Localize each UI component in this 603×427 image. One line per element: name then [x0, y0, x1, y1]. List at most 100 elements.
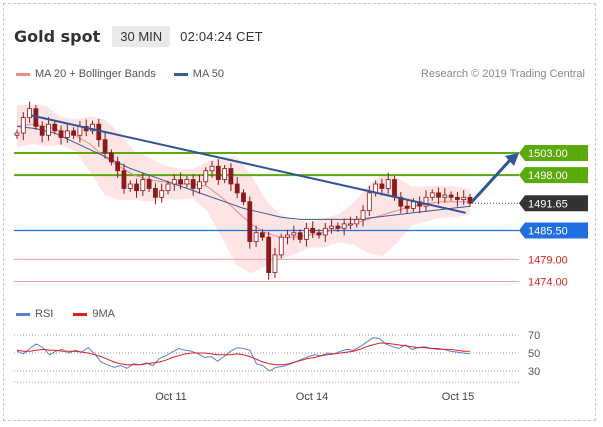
candle-body: [96, 123, 102, 141]
candle-body: [455, 196, 460, 200]
x-tick-label: Oct 11: [155, 391, 187, 403]
candle-body: [46, 123, 51, 136]
candle-body: [90, 123, 95, 132]
candle-body: [184, 179, 190, 185]
candle-body: [121, 170, 127, 189]
label-s1-tag: [519, 222, 588, 239]
candle-body: [71, 130, 77, 136]
candle-body: [20, 117, 26, 134]
candle-body: [77, 126, 83, 136]
rsi-tick-label: 50: [528, 348, 540, 360]
label-s1: 1485.50: [519, 222, 588, 239]
candle-body: [272, 254, 278, 274]
legend-label-ma50: MA 50: [192, 68, 224, 80]
candle-body: [322, 227, 328, 236]
candle-body: [165, 183, 171, 192]
rsi-swatch: [16, 312, 30, 316]
candle-body: [379, 183, 385, 189]
candle-body: [354, 219, 360, 225]
legend-label-bollinger: MA 20 + Bollinger Bands: [35, 68, 156, 80]
candle-body: [222, 168, 228, 180]
rsi-tick-label: 30: [528, 366, 540, 378]
timeframe-badge[interactable]: 30 MIN: [112, 25, 171, 47]
label-last-text: 1491.65: [528, 198, 568, 210]
candle-body: [392, 179, 397, 198]
x-tick-label: Oct 15: [442, 391, 474, 403]
candle-body: [209, 165, 215, 172]
price-labels: 1503.00 1498.00 1491.65 1485.50 1479.00 1474.…: [519, 145, 588, 288]
candle-body: [108, 152, 114, 163]
candle-body: [27, 108, 32, 118]
candle-body: [190, 179, 196, 189]
candle-body: [234, 183, 240, 194]
candle-body: [153, 188, 158, 198]
legend-label-9ma: 9MA: [92, 308, 115, 320]
candle-body: [285, 234, 290, 238]
candle-body: [436, 192, 441, 198]
label-r2-text: 1503.00: [528, 148, 568, 160]
candle-body: [335, 225, 341, 229]
candle-body: [316, 232, 322, 236]
downtrend-line: [30, 114, 466, 214]
candle-body: [247, 201, 253, 242]
candle-body: [348, 223, 353, 226]
legend-item-rsi: RSI: [16, 308, 53, 320]
candle-body: [39, 126, 45, 136]
ma9-swatch: [73, 312, 88, 316]
candle-body: [278, 236, 284, 256]
ma50-line: [16, 125, 471, 220]
candle-body: [259, 232, 265, 238]
candle-body: [448, 194, 454, 198]
bollinger-fill: [17, 104, 470, 274]
label-r1-tag: [519, 167, 588, 184]
bollinger-swatch: [16, 72, 30, 76]
x-axis: Oct 11 Oct 14 Oct 15: [14, 381, 519, 403]
candle-body: [297, 232, 303, 240]
candles: [14, 101, 473, 280]
candle-body: [52, 123, 58, 132]
label-s1-text: 1485.50: [528, 226, 568, 238]
legend-item-9ma: 9MA: [73, 308, 115, 320]
chart-header: Gold spot 30 MIN 02:04:24 CET: [14, 24, 263, 48]
candle-body: [127, 183, 133, 189]
candle-body: [134, 183, 139, 192]
candle-body: [146, 179, 152, 189]
ma50-swatch: [173, 72, 188, 76]
candle-body: [360, 210, 366, 220]
candle-body: [140, 179, 146, 192]
candle-body: [385, 179, 391, 189]
rsi-9ma-line: [16, 342, 470, 366]
bollinger-band: [17, 104, 470, 274]
candle-body: [241, 192, 246, 203]
x-tick-label: Oct 14: [296, 391, 328, 403]
candle-body: [429, 192, 435, 198]
candle-body: [64, 130, 70, 138]
candle-body: [58, 130, 64, 138]
rsi-tick-label: 70: [528, 330, 540, 342]
candle-body: [14, 132, 20, 136]
label-r1-text: 1498.00: [528, 170, 568, 182]
moving-averages: [16, 123, 471, 238]
candle-body: [115, 161, 121, 172]
chart-frame: [3, 3, 596, 421]
instrument-title: Gold spot: [14, 26, 101, 46]
candle-body: [291, 232, 297, 236]
rsi-legend: RSI 9MA: [16, 308, 135, 320]
candle-body: [159, 190, 165, 198]
label-last: 1491.65: [519, 195, 588, 212]
candle-body: [253, 232, 259, 243]
legend-label-rsi: RSI: [35, 308, 54, 320]
label-s3: 1474.00: [528, 276, 568, 288]
candle-body: [215, 165, 221, 180]
timestamp: 02:04:24 CET: [180, 28, 263, 44]
label-r2-tag: [519, 145, 588, 161]
label-s2: 1479.00: [528, 254, 568, 266]
candle-body: [329, 225, 334, 229]
candle-body: [410, 201, 416, 209]
price-legend: MA 20 + Bollinger Bands MA 50: [16, 68, 242, 80]
candle-body: [304, 227, 309, 240]
legend-item-ma50: MA 50: [173, 68, 224, 80]
candle-body: [366, 192, 372, 211]
label-r1: 1498.00: [519, 167, 588, 184]
